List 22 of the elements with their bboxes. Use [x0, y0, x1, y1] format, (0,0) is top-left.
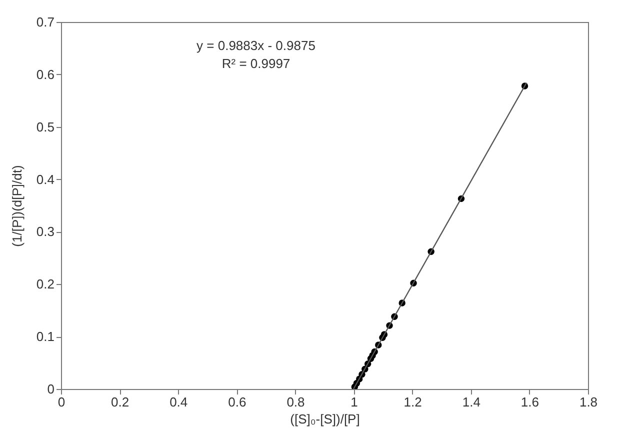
- x-tick-label: 1.8: [579, 394, 598, 410]
- annotation: R² = 0.9997: [222, 56, 290, 71]
- y-axis-title: (1/[P])(d[P]/dt): [9, 165, 24, 247]
- y-tick-label: 0.3: [36, 224, 54, 240]
- x-tick-label: 0: [58, 394, 66, 410]
- y-tick-label: 0.6: [36, 66, 54, 82]
- y-tick-label: 0.4: [36, 172, 54, 187]
- x-tick-label: 0.2: [111, 394, 130, 410]
- x-tick-label: 1.6: [520, 394, 539, 410]
- y-tick-label: 0.5: [36, 119, 54, 134]
- x-tick-label: 0.8: [286, 394, 305, 410]
- x-tick-label: 0.4: [170, 394, 188, 410]
- x-tick-label: 1.2: [404, 394, 422, 410]
- x-axis-title: ([S]₀-[S])/[P]: [290, 412, 360, 426]
- annotation: y = 0.9883x - 0.9875: [196, 38, 316, 53]
- x-tick-label: 1.4: [462, 394, 480, 410]
- y-tick-label: 0.7: [36, 14, 54, 30]
- y-tick-label: 0.1: [36, 329, 54, 344]
- y-tick-label: 0.2: [36, 276, 54, 292]
- x-tick-label: 0.6: [228, 394, 246, 410]
- x-tick-label: 1: [350, 394, 358, 410]
- y-tick-label: 0: [47, 382, 54, 396]
